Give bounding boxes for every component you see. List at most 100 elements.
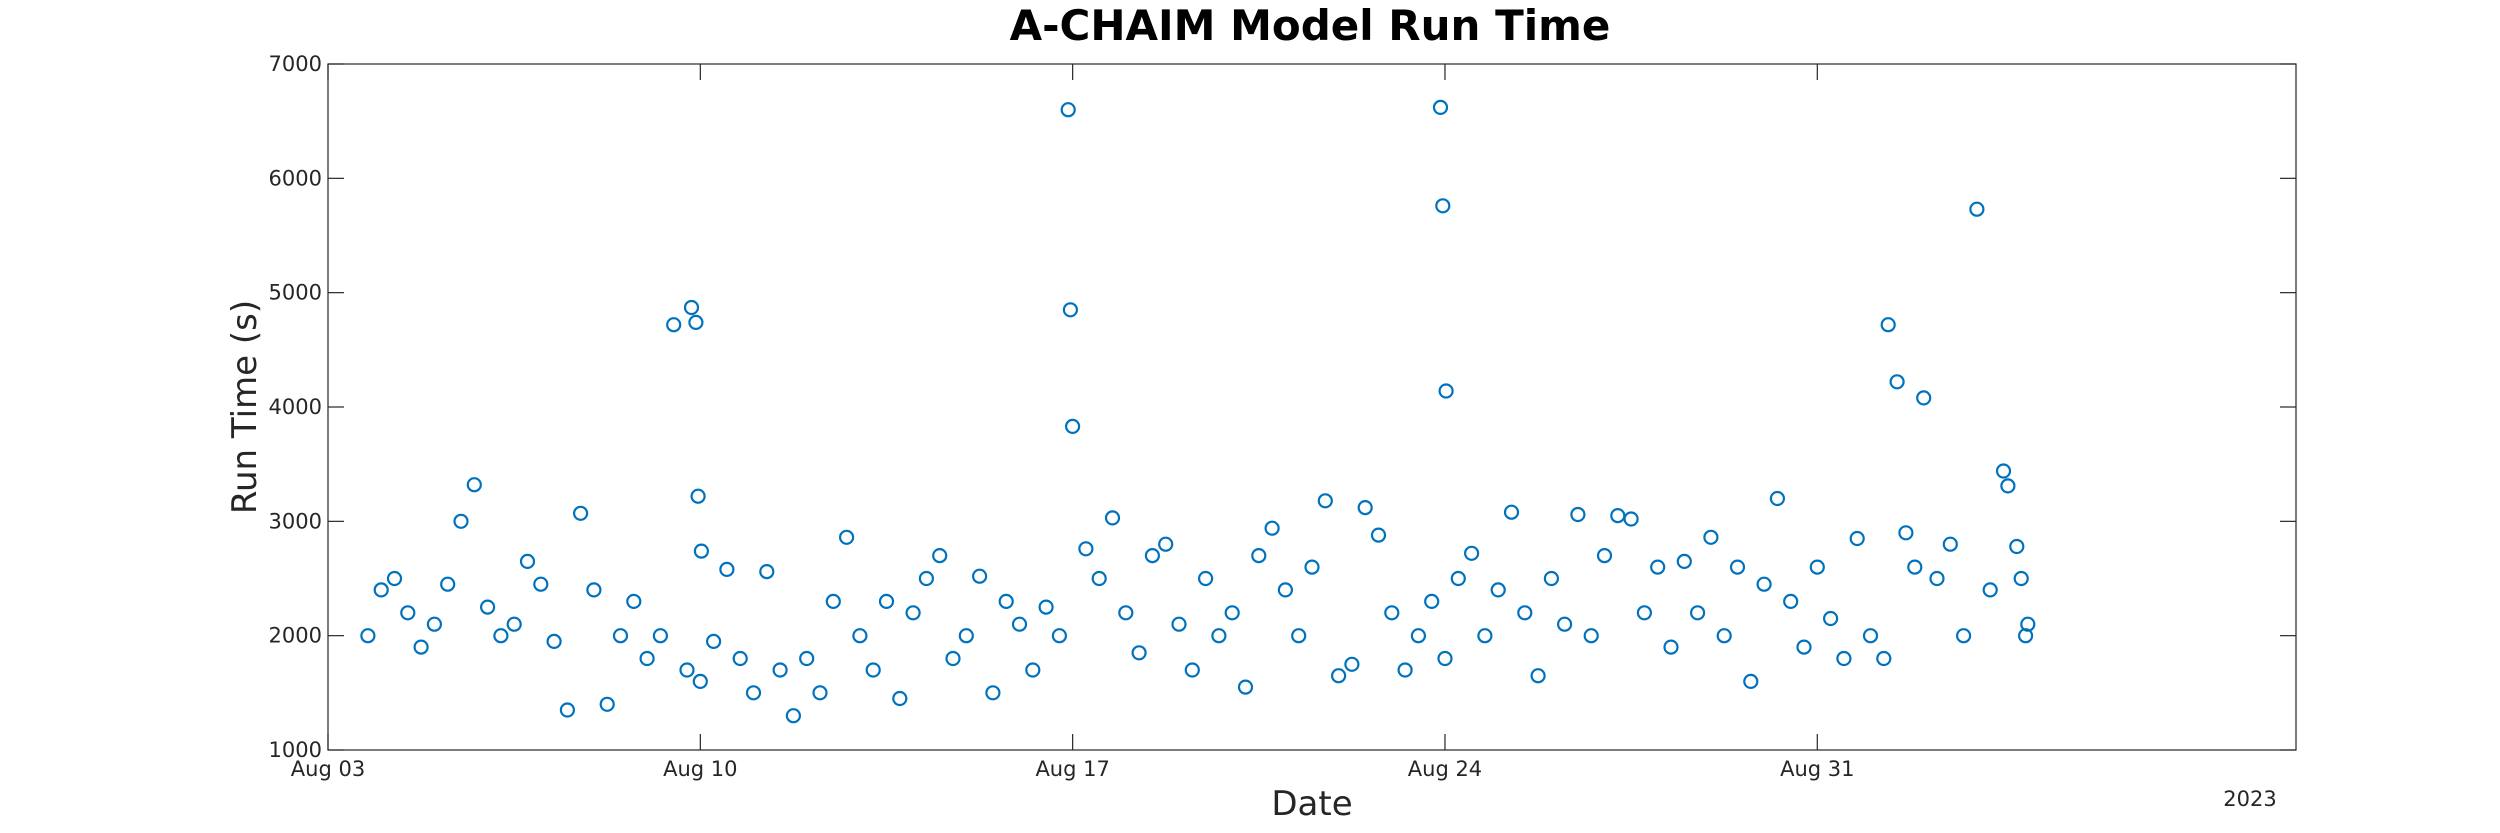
data-point	[918, 570, 935, 587]
data-point	[1650, 559, 1666, 575]
data-point	[1435, 198, 1451, 214]
data-point	[1969, 201, 1985, 217]
data-point	[1064, 418, 1081, 434]
data-point	[1729, 559, 1746, 575]
data-point	[772, 662, 788, 678]
data-point	[1610, 507, 1626, 524]
data-point	[705, 633, 722, 650]
y-tick-label: 4000	[269, 395, 322, 419]
data-point	[586, 582, 602, 598]
data-point	[1982, 582, 1998, 598]
data-point	[1051, 628, 1068, 644]
data-point	[519, 553, 536, 570]
data-point	[1304, 559, 1320, 575]
data-point	[1025, 662, 1041, 678]
data-point	[626, 593, 642, 610]
data-point	[639, 650, 655, 667]
data-point	[1703, 529, 1719, 545]
data-point	[945, 650, 961, 667]
y-tick-label: 6000	[269, 166, 322, 190]
data-point	[732, 650, 748, 667]
data-point	[480, 599, 496, 615]
data-point	[1062, 302, 1079, 318]
data-points	[360, 99, 2036, 724]
data-point	[1197, 570, 1214, 587]
data-point	[1756, 576, 1772, 592]
data-point	[688, 314, 704, 330]
data-point	[1623, 511, 1639, 527]
data-point	[1907, 559, 1923, 575]
data-point	[2009, 538, 2025, 555]
data-point	[2013, 570, 2029, 587]
data-point	[1078, 541, 1094, 557]
data-point	[998, 593, 1014, 610]
data-point	[1038, 599, 1054, 615]
data-point	[1583, 628, 1599, 644]
data-point	[1916, 390, 1932, 406]
data-point	[1410, 628, 1427, 644]
data-point	[1942, 536, 1958, 552]
data-point	[572, 505, 589, 521]
x-tick-label: Aug 31	[1780, 757, 1854, 781]
plot-area-frame	[327, 63, 2297, 751]
data-point	[1543, 570, 1560, 587]
data-point	[1809, 559, 1825, 575]
data-point	[1384, 605, 1400, 621]
data-point	[892, 690, 908, 707]
x-axis-year-label: 2023	[2223, 787, 2276, 811]
data-point	[1224, 605, 1240, 621]
data-point	[1889, 374, 1905, 390]
data-point	[1716, 628, 1732, 644]
x-axis-label: Date	[1271, 784, 1352, 824]
data-point	[1849, 530, 1865, 547]
data-point	[690, 488, 706, 504]
data-point	[1556, 616, 1573, 632]
data-point	[1370, 527, 1387, 543]
data-point	[1898, 525, 1914, 541]
data-point	[812, 685, 828, 701]
data-point	[1663, 639, 1679, 655]
chart-title: A-CHAIM Model Run Time	[1010, 1, 1611, 50]
y-tick-label: 1000	[269, 738, 322, 762]
data-point	[719, 561, 735, 578]
data-point	[785, 708, 802, 724]
y-tick-label: 5000	[269, 281, 322, 305]
data-point	[1596, 547, 1613, 564]
data-point	[878, 593, 895, 610]
data-point	[838, 529, 855, 545]
data-point	[683, 299, 700, 316]
data-point	[932, 547, 948, 564]
data-point	[985, 685, 1001, 701]
data-point	[1769, 490, 1786, 507]
data-point	[1011, 616, 1028, 632]
data-point	[1317, 493, 1333, 509]
data-point	[1530, 668, 1546, 684]
data-point	[865, 662, 881, 678]
data-point	[1237, 679, 1254, 695]
data-point	[2020, 616, 2036, 632]
data-point	[1131, 645, 1147, 661]
data-point	[958, 628, 974, 644]
data-point	[1743, 673, 1759, 690]
data-point	[1570, 506, 1586, 523]
data-point	[1450, 570, 1466, 587]
data-point	[493, 628, 509, 644]
data-point	[373, 582, 389, 598]
data-point	[852, 628, 868, 644]
data-point	[1676, 553, 1692, 570]
data-point	[759, 563, 775, 580]
data-point	[1955, 628, 1972, 644]
x-tick-label: Aug 10	[663, 757, 737, 781]
data-point	[1277, 582, 1294, 598]
data-point	[1503, 504, 1520, 520]
x-axis: Aug 03 Aug 10 Aug 17 Aug 24 Aug 31	[291, 64, 1855, 781]
data-point	[546, 633, 562, 650]
data-point	[1397, 662, 1413, 678]
data-point	[413, 639, 429, 655]
data-point	[453, 513, 469, 529]
data-point	[1060, 102, 1076, 118]
data-point	[1517, 605, 1533, 621]
data-point	[1251, 547, 1267, 564]
data-point	[1463, 545, 1480, 561]
data-point	[1490, 582, 1506, 598]
